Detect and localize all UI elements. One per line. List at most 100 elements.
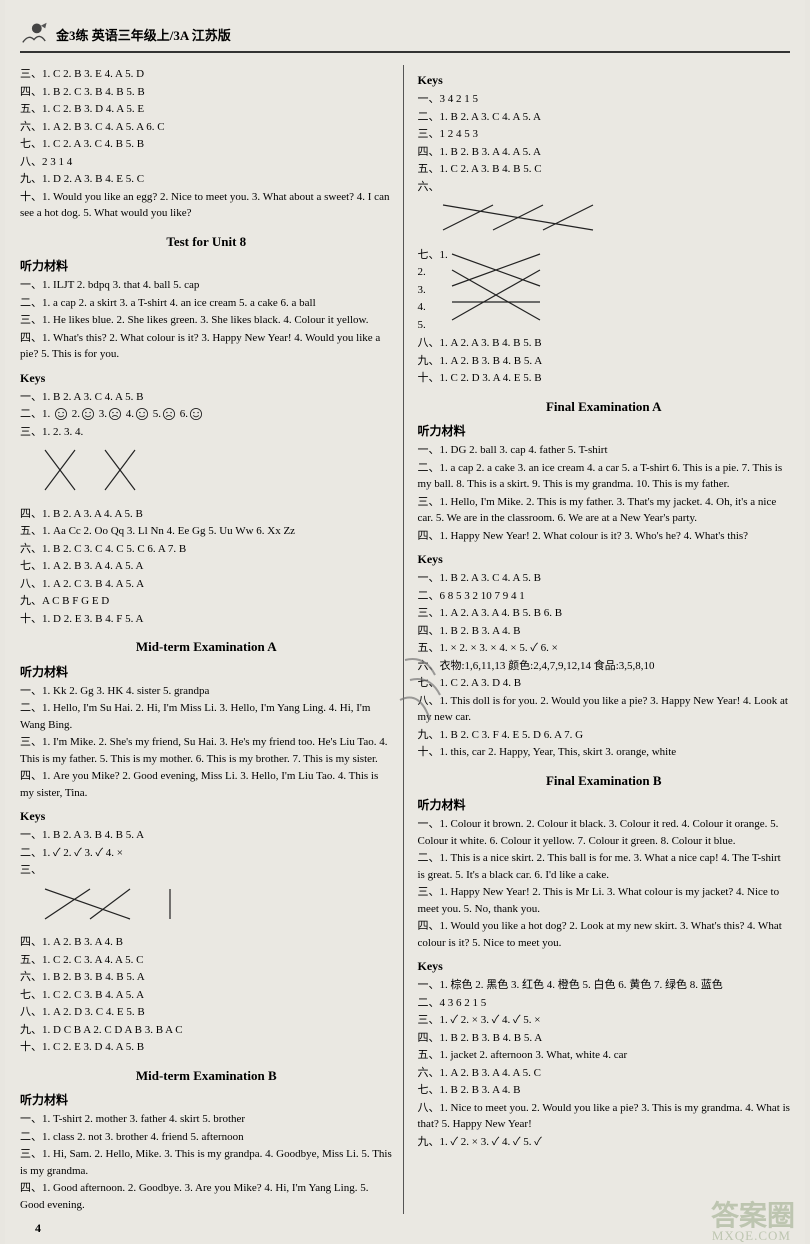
text-line: 一、1. Colour it brown. 2. Colour it black… — [418, 816, 791, 849]
text-line: 三、1 2 4 5 3 — [418, 126, 791, 143]
text-line: 一、1. B 2. A 3. B 4. B 5. A — [20, 827, 393, 844]
text-line: 七、1. C 2. C 3. B 4. A 5. A — [20, 987, 393, 1004]
text-line: 四、1. B 2. B 3. A 4. B — [418, 623, 791, 640]
text-line: 六、1. B 2. C 3. C 4. C 5. C 6. A 7. B — [20, 541, 393, 558]
text-line: 五、1. C 2. B 3. D 4. A 5. E — [20, 101, 393, 118]
text-line: 三、1. He likes blue. 2. She likes green. … — [20, 312, 393, 329]
finalA-title: Final Examination A — [418, 397, 791, 417]
text-line: 三、1. ✓ 2. × 3. ✓ 4. ✓ 5. × — [418, 1012, 791, 1029]
text-line: 二、1. This is a nice skirt. 2. This ball … — [418, 850, 791, 883]
happy-face-icon — [81, 407, 95, 421]
text-line: 四、1. Good afternoon. 2. Goodbye. 3. Are … — [20, 1180, 393, 1213]
listening-label: 听力材料 — [20, 663, 393, 681]
text-line: 九、1. D C B A 2. C D A B 3. B A C — [20, 1022, 393, 1039]
keys-label: Keys — [418, 71, 791, 89]
sad-face-icon — [108, 407, 122, 421]
listening-label: 听力材料 — [20, 1091, 393, 1109]
text-line: 六、1. A 2. B 3. A 4. A 5. C — [418, 1065, 791, 1082]
matching-diagram — [40, 445, 160, 495]
text-line: 四、1. B 2. A 3. A 4. A 5. B — [20, 506, 393, 523]
text-line: 一、1. T-shirt 2. mother 3. father 4. skir… — [20, 1111, 393, 1128]
text-line: 八、1. A 2. C 3. B 4. A 5. A — [20, 576, 393, 593]
text-line: 三、1. A 2. A 3. A 4. B 5. B 6. B — [418, 605, 791, 622]
text-line: 一、1. 棕色 2. 黑色 3. 红色 4. 橙色 5. 白色 6. 黄色 7.… — [418, 977, 791, 994]
text-line: 十、1. C 2. D 3. A 4. E 5. B — [418, 370, 791, 387]
text-line: 六、1. A 2. B 3. C 4. A 5. A 6. C — [20, 119, 393, 136]
happy-face-icon — [54, 407, 68, 421]
text-line: 一、3 4 2 1 5 — [418, 91, 791, 108]
text-line: 二、1. a cap 2. a cake 3. an ice cream 4. … — [418, 460, 791, 493]
text-line: 一、1. ILJT 2. bdpq 3. that 4. ball 5. cap — [20, 277, 393, 294]
text-line: 五、1. jacket 2. afternoon 3. What, white … — [418, 1047, 791, 1064]
keys-label: Keys — [418, 550, 791, 568]
text-line: 一、1. B 2. A 3. C 4. A 5. B — [418, 570, 791, 587]
text-line: 七、1. A 2. B 3. A 4. A 5. A — [20, 558, 393, 575]
text-line: 三、1. C 2. B 3. E 4. A 5. D — [20, 66, 393, 83]
text-line: 八、1. A 2. A 3. B 4. B 5. B — [418, 335, 791, 352]
text-line: 四、1. B 2. B 3. B 4. B 5. A — [418, 1030, 791, 1047]
text-line: 一、1. B 2. A 3. C 4. A 5. B — [20, 389, 393, 406]
text-line: 一、1. Kk 2. Gg 3. HK 4. sister 5. grandpa — [20, 683, 393, 700]
text-line: 二、1. Hello, I'm Su Hai. 2. Hi, I'm Miss … — [20, 700, 393, 733]
unit8-listening: 一、1. ILJT 2. bdpq 3. that 4. ball 5. cap… — [20, 277, 393, 363]
midB-listening: 一、1. T-shirt 2. mother 3. father 4. skir… — [20, 1111, 393, 1213]
text-line: 二、1. class 2. not 3. brother 4. friend 5… — [20, 1129, 393, 1146]
midA-title: Mid-term Examination A — [20, 637, 393, 657]
happy-face-icon — [189, 407, 203, 421]
finalA-listening: 一、1. DG 2. ball 3. cap 4. father 5. T-sh… — [418, 442, 791, 544]
text-line: 五、1. × 2. × 3. × 4. × 5. ✓ 6. × — [418, 640, 791, 657]
faces-row: 二、1. 2. 3. 4. 5. 6. — [20, 406, 393, 423]
text-line: 二、6 8 5 3 2 10 7 9 4 1 — [418, 588, 791, 605]
text-line: 九、1. ✓ 2. × 3. ✓ 4. ✓ 5. ✓ — [418, 1134, 791, 1151]
handwriting-scribble-icon — [395, 650, 455, 730]
listening-label: 听力材料 — [20, 257, 393, 275]
matching-label: 三、 — [20, 862, 393, 879]
text-line: 二、4 3 6 2 1 5 — [418, 995, 791, 1012]
matching-label: 三、1. 2. 3. 4. — [20, 424, 393, 441]
unit8-title: Test for Unit 8 — [20, 232, 393, 252]
num-label: 2. — [418, 264, 450, 281]
num-label: 3. — [418, 282, 450, 299]
finalB-keys: 一、1. 棕色 2. 黑色 3. 红色 4. 橙色 5. 白色 6. 黄色 7.… — [418, 977, 791, 1150]
right-keys-a: 一、3 4 2 1 5 二、1. B 2. A 3. C 4. A 5. A 三… — [418, 91, 791, 178]
text-line: 九、1. B 2. C 3. F 4. E 5. D 6. A 7. G — [418, 727, 791, 744]
text-line: 八、1. Nice to meet you. 2. Would you like… — [418, 1100, 791, 1133]
text-line: 七、1. B 2. B 3. A 4. B — [418, 1082, 791, 1099]
text-line: 四、1. B 2. B 3. A 4. A 5. A — [418, 144, 791, 161]
text-line: 八、2 3 1 4 — [20, 154, 393, 171]
text-line: 五、1. Aa Cc 2. Oo Qq 3. Ll Nn 4. Ee Gg 5.… — [20, 523, 393, 540]
text-line: 二、1. B 2. A 3. C 4. A 5. A — [418, 109, 791, 126]
text-line: 五、1. C 2. C 3. A 4. A 5. C — [20, 952, 393, 969]
matching-label: 七、1. — [418, 247, 450, 264]
text-line: 七、1. C 2. A 3. C 4. B 5. B — [20, 136, 393, 153]
right-column: Keys 一、3 4 2 1 5 二、1. B 2. A 3. C 4. A 5… — [412, 65, 791, 1214]
text-line: 十、1. Would you like an egg? 2. Nice to m… — [20, 189, 393, 222]
unit8-keys-b: 四、1. B 2. A 3. A 4. A 5. B 五、1. Aa Cc 2.… — [20, 506, 393, 628]
text-line: 三、1. Hi, Sam. 2. Hello, Mike. 3. This is… — [20, 1146, 393, 1179]
text-line: 六、1. B 2. B 3. B 4. B 5. A — [20, 969, 393, 986]
text-line: 七、1. C 2. A 3. D 4. B — [418, 675, 791, 692]
text-line: 四、1. B 2. C 3. B 4. B 5. B — [20, 84, 393, 101]
right-keys-b: 八、1. A 2. A 3. B 4. B 5. B 九、1. A 2. B 3… — [418, 335, 791, 387]
logo-icon — [20, 20, 48, 48]
text-line: 十、1. this, car 2. Happy, Year, This, ski… — [418, 744, 791, 761]
text-line: 四、1. Would you like a hot dog? 2. Look a… — [418, 918, 791, 951]
faces-holder: 2. 3. 4. 5. 6. — [53, 408, 204, 420]
num-label: 4. — [418, 299, 450, 316]
listening-label: 听力材料 — [418, 422, 791, 440]
page-header: 金3练 英语三年级上/3A 江苏版 — [20, 20, 790, 53]
matching-diagram — [438, 200, 598, 236]
text-line: 五、1. C 2. A 3. B 4. B 5. C — [418, 161, 791, 178]
midB-title: Mid-term Examination B — [20, 1066, 393, 1086]
text-line: 八、1. A 2. D 3. C 4. E 5. B — [20, 1004, 393, 1021]
text-line: 四、1. What's this? 2. What colour is it? … — [20, 330, 393, 363]
text-line: 一、1. DG 2. ball 3. cap 4. father 5. T-sh… — [418, 442, 791, 459]
text-line: 六、衣物:1,6,11,13 颜色:2,4,7,9,12,14 食品:3,5,8… — [418, 658, 791, 675]
text-line: 八、1. This doll is for you. 2. Would you … — [418, 693, 791, 726]
text-line: 三、1. Hello, I'm Mike. 2. This is my fath… — [418, 494, 791, 527]
listening-label: 听力材料 — [418, 796, 791, 814]
header-title: 金3练 英语三年级上/3A 江苏版 — [56, 25, 231, 44]
left-column: 三、1. C 2. B 3. E 4. A 5. D 四、1. B 2. C 3… — [20, 65, 404, 1214]
text-line: 九、1. D 2. A 3. B 4. E 5. C — [20, 171, 393, 188]
midA-listening: 一、1. Kk 2. Gg 3. HK 4. sister 5. grandpa… — [20, 683, 393, 802]
